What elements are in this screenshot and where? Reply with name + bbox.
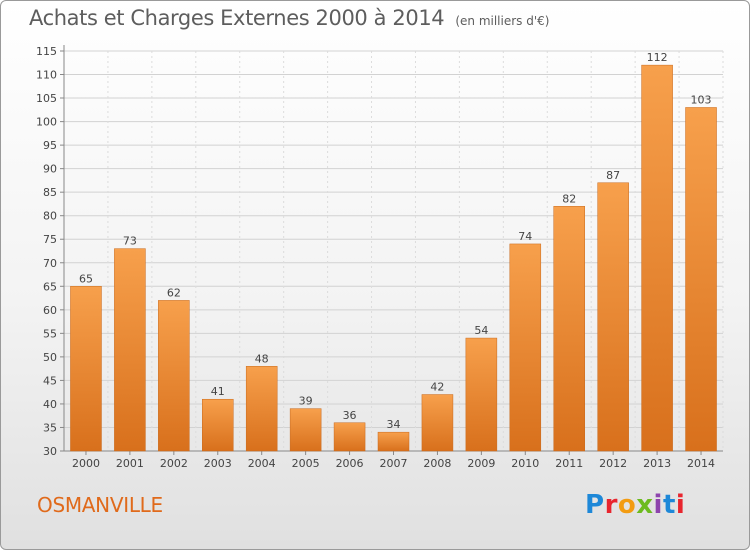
y-tick-label: 75 bbox=[43, 233, 57, 246]
data-label: 87 bbox=[606, 169, 620, 182]
bar-2006 bbox=[333, 422, 366, 452]
data-label: 42 bbox=[430, 381, 444, 394]
data-label: 41 bbox=[211, 385, 225, 398]
bar-2009 bbox=[465, 337, 498, 452]
x-tick-label: 2001 bbox=[116, 457, 144, 470]
y-tick-label: 55 bbox=[43, 327, 57, 340]
x-tick-label: 2005 bbox=[292, 457, 320, 470]
city-name: OSMANVILLE bbox=[37, 493, 163, 517]
bar-2007 bbox=[377, 431, 410, 452]
data-label: 36 bbox=[343, 409, 357, 422]
bar-2005 bbox=[289, 408, 322, 452]
y-tick-label: 50 bbox=[43, 351, 57, 364]
y-tick-label: 95 bbox=[43, 139, 57, 152]
x-tick-label: 2007 bbox=[380, 457, 408, 470]
data-label: 65 bbox=[79, 272, 93, 285]
data-label: 54 bbox=[474, 324, 488, 337]
data-label: 48 bbox=[255, 352, 269, 365]
bar-2001 bbox=[114, 248, 146, 452]
y-tick-label: 35 bbox=[43, 421, 57, 434]
chart-title: Achats et Charges Externes 2000 à 2014 (… bbox=[29, 6, 549, 30]
logo-letter: i bbox=[653, 490, 663, 520]
data-label: 74 bbox=[518, 230, 532, 243]
data-label: 82 bbox=[562, 192, 576, 205]
bar-2012 bbox=[597, 182, 629, 452]
x-tick-label: 2004 bbox=[248, 457, 276, 470]
y-tick-label: 110 bbox=[36, 69, 57, 82]
bar-2000 bbox=[70, 286, 102, 452]
bar-2010 bbox=[509, 243, 542, 452]
x-tick-label: 2002 bbox=[160, 457, 188, 470]
data-label: 103 bbox=[691, 93, 712, 106]
logo-letter: x bbox=[636, 490, 654, 520]
logo-letter: i bbox=[675, 490, 686, 520]
data-label: 34 bbox=[387, 418, 401, 431]
bars bbox=[70, 64, 717, 452]
y-tick-label: 115 bbox=[36, 45, 57, 58]
logo-letter: r bbox=[604, 490, 618, 520]
x-tick-label: 2008 bbox=[423, 457, 451, 470]
title-text: Achats et Charges Externes 2000 à 2014 bbox=[29, 6, 445, 30]
bar-2003 bbox=[202, 398, 234, 452]
bar-2008 bbox=[421, 394, 454, 452]
y-tick-label: 60 bbox=[43, 304, 57, 317]
proxiti-logo[interactable]: Proxiti bbox=[585, 490, 685, 520]
x-tick-label: 2011 bbox=[555, 457, 583, 470]
data-label: 112 bbox=[647, 51, 668, 64]
y-tick-label: 70 bbox=[43, 257, 57, 270]
data-labels: 65 73 62 41 48 39 36 34 42 54 74 82 87 112 103 bbox=[79, 51, 712, 431]
y-tick-label: 65 bbox=[43, 280, 57, 293]
x-tick-label: 2003 bbox=[204, 457, 232, 470]
y-tick-label: 30 bbox=[43, 445, 57, 458]
y-tick-label: 100 bbox=[36, 116, 57, 129]
data-label: 62 bbox=[167, 286, 181, 299]
y-tick-label: 80 bbox=[43, 210, 57, 223]
y-tick-label: 90 bbox=[43, 163, 57, 176]
x-tick-label: 2012 bbox=[599, 457, 627, 470]
bar-2002 bbox=[158, 300, 190, 452]
bar-2013 bbox=[641, 64, 673, 452]
y-tick-label: 40 bbox=[43, 398, 57, 411]
logo-letter: t bbox=[662, 490, 676, 520]
x-tick-label: 2000 bbox=[72, 457, 100, 470]
bar-2011 bbox=[553, 206, 585, 452]
logo-letter: o bbox=[617, 490, 637, 520]
x-tick-label: 2006 bbox=[336, 457, 364, 470]
y-tick-label: 105 bbox=[36, 92, 57, 105]
x-tick-label: 2014 bbox=[687, 457, 715, 470]
x-tick-label: 2010 bbox=[511, 457, 539, 470]
bar-2014 bbox=[685, 107, 717, 452]
bar-2004 bbox=[245, 366, 278, 452]
logo-letter: P bbox=[585, 490, 605, 520]
x-tick-label: 2009 bbox=[467, 457, 495, 470]
data-label: 73 bbox=[123, 235, 137, 248]
unit-text: (en milliers d'€) bbox=[455, 14, 550, 28]
y-tick-label: 45 bbox=[43, 374, 57, 387]
y-tick-label: 85 bbox=[43, 186, 57, 199]
x-tick-label: 2013 bbox=[643, 457, 671, 470]
data-label: 39 bbox=[299, 395, 313, 408]
